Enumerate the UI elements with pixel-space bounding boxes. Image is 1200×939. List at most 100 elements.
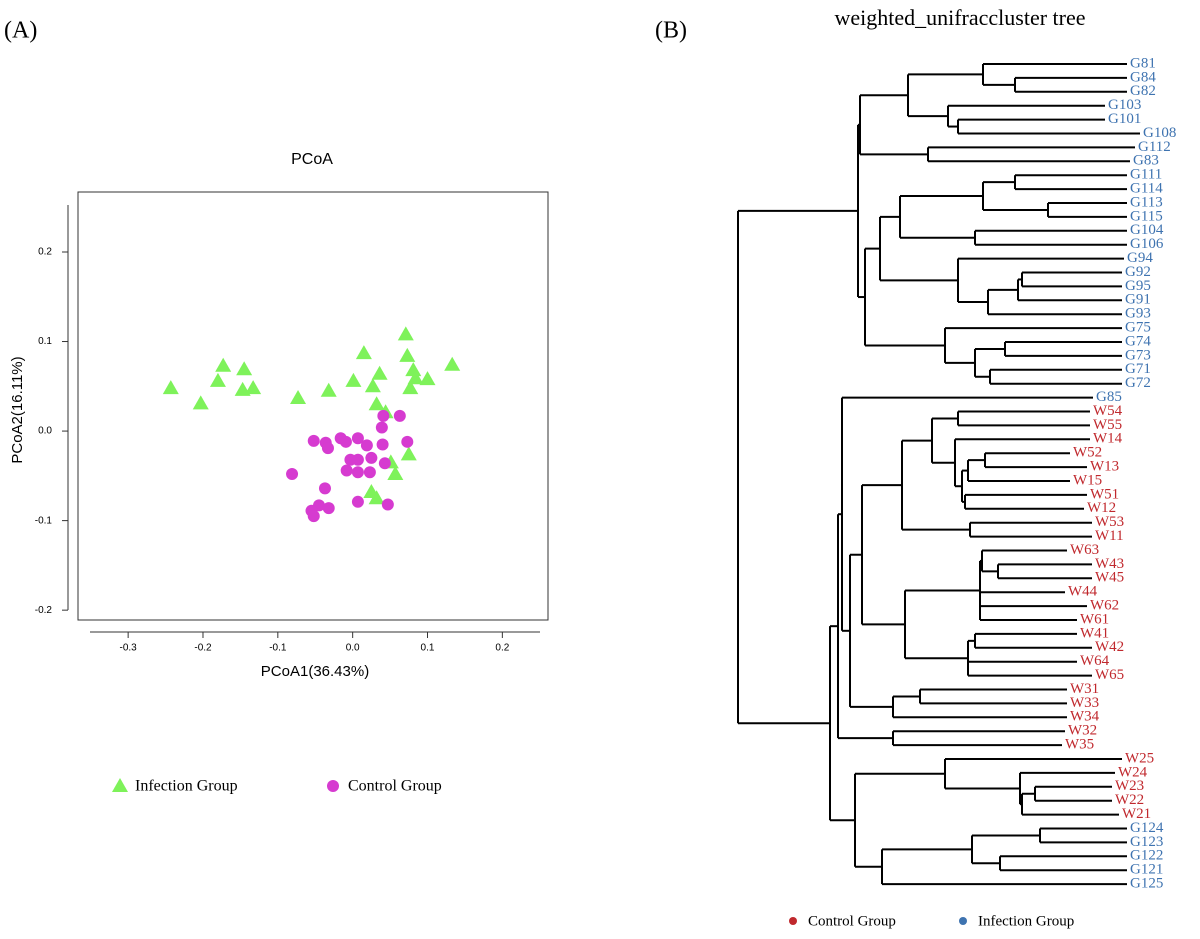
- point: [371, 365, 388, 380]
- point: [321, 442, 334, 455]
- leaf-label: G101: [1108, 111, 1141, 127]
- point: [397, 326, 414, 341]
- leaf-label: G93: [1125, 306, 1151, 322]
- point: [402, 380, 419, 395]
- leaf-label: W55: [1093, 417, 1122, 433]
- leaf-label: W44: [1068, 584, 1098, 600]
- leaf-label: W33: [1070, 695, 1099, 711]
- point: [286, 468, 299, 481]
- point: [368, 396, 385, 411]
- point: [339, 435, 352, 448]
- x-tick-label: -0.1: [269, 643, 287, 654]
- point: [290, 389, 307, 404]
- legend-marker: [112, 778, 128, 792]
- point: [377, 409, 390, 422]
- point: [364, 378, 381, 393]
- point: [209, 372, 226, 387]
- leaf-label: W12: [1087, 500, 1116, 516]
- y-tick-label: 0.1: [38, 336, 52, 347]
- leaf-label: W14: [1093, 431, 1123, 447]
- leaf-label: G72: [1125, 375, 1151, 391]
- legend-label: Infection Group: [978, 913, 1074, 929]
- point: [351, 466, 364, 479]
- leaf-label: G108: [1143, 125, 1176, 141]
- leaf-label: G122: [1130, 848, 1163, 864]
- point: [245, 380, 262, 395]
- y-tick-label: 0.2: [38, 247, 52, 258]
- leaf-label: W35: [1065, 737, 1094, 753]
- legend-label: Control Group: [808, 913, 896, 929]
- leaf-label: W34: [1070, 709, 1100, 725]
- leaf-label: G94: [1127, 250, 1153, 266]
- point: [360, 439, 373, 452]
- point: [393, 409, 406, 422]
- point: [192, 395, 209, 410]
- x-tick-label: 0.2: [495, 643, 509, 654]
- x-tick-label: 0.0: [346, 643, 360, 654]
- leaf-label: G82: [1130, 83, 1156, 99]
- point: [307, 434, 320, 447]
- point: [368, 490, 385, 505]
- leaf-label: W24: [1118, 764, 1148, 780]
- point: [381, 498, 394, 511]
- leaf-label: G115: [1130, 208, 1163, 224]
- leaf-label: G125: [1130, 876, 1163, 892]
- point: [387, 466, 404, 481]
- point: [363, 466, 376, 479]
- point: [405, 362, 422, 377]
- leaf-label: G104: [1130, 222, 1164, 238]
- plot-frame: [77, 191, 549, 621]
- leaf-label: G84: [1130, 69, 1156, 85]
- leaf-label: G111: [1130, 167, 1162, 183]
- leaf-label: W62: [1090, 598, 1119, 614]
- point: [399, 347, 416, 362]
- point: [419, 371, 436, 386]
- leaf-label: G106: [1130, 236, 1164, 252]
- leaf-label: W54: [1093, 403, 1123, 419]
- leaf-label: W41: [1080, 625, 1109, 641]
- panel-label: (B): [655, 18, 687, 44]
- leaf-label: G74: [1125, 333, 1151, 349]
- point: [320, 382, 337, 397]
- panel-label: (A): [4, 18, 37, 44]
- y-tick-label: 0.0: [38, 426, 52, 437]
- leaf-label: W53: [1095, 514, 1124, 530]
- leaf-label: G121: [1130, 862, 1163, 878]
- point: [351, 432, 364, 445]
- leaf-label: W21: [1122, 806, 1151, 822]
- point: [162, 380, 179, 395]
- x-tick-label: -0.2: [194, 643, 212, 654]
- point: [376, 438, 389, 451]
- point: [407, 370, 424, 385]
- point: [307, 510, 320, 523]
- leaf-label: W45: [1095, 570, 1124, 586]
- leaf-label: G71: [1125, 361, 1151, 377]
- point: [401, 435, 414, 448]
- legend-marker: [789, 917, 797, 925]
- leaf-label: G124: [1130, 820, 1164, 836]
- leaf-label: W31: [1070, 681, 1099, 697]
- leaf-label: G95: [1125, 278, 1151, 294]
- point: [322, 502, 335, 515]
- y-axis-label: PCoA2(16.11%): [9, 356, 26, 463]
- leaf-label: W42: [1095, 639, 1124, 655]
- point: [340, 464, 353, 477]
- point: [355, 345, 372, 360]
- leaf-label: G83: [1133, 153, 1159, 169]
- point: [400, 446, 417, 461]
- chart-title: PCoA: [291, 151, 333, 168]
- legend-marker: [327, 780, 339, 792]
- leaf-label: W65: [1095, 667, 1124, 683]
- leaf-label: W64: [1080, 653, 1110, 669]
- leaf-label: W13: [1090, 459, 1119, 475]
- legend-label: Control Group: [348, 778, 442, 795]
- leaf-label: G113: [1130, 194, 1163, 210]
- leaf-label: G123: [1130, 834, 1163, 850]
- leaf-label: G112: [1138, 139, 1171, 155]
- x-axis-label: PCoA1(36.43%): [261, 663, 369, 680]
- point: [378, 457, 391, 470]
- tree-title: weighted_unifraccluster tree: [834, 5, 1085, 30]
- leaf-label: W15: [1073, 472, 1102, 488]
- point: [375, 421, 388, 434]
- x-tick-label: -0.3: [120, 643, 138, 654]
